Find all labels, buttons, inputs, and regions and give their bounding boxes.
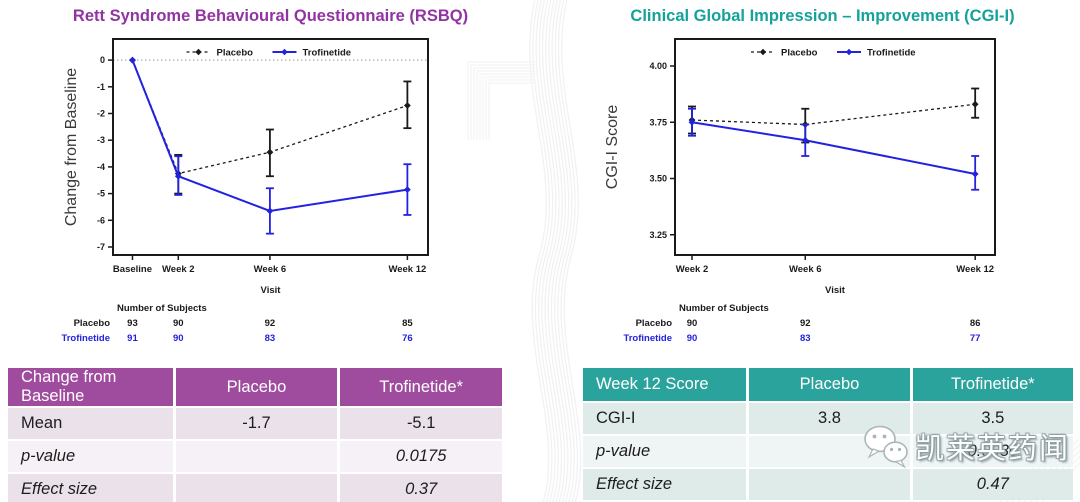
rsbq-summary-table: Change from Baseline Placebo Trofinetide… [8,366,502,502]
svg-text:Week 12: Week 12 [956,264,994,275]
svg-text:83: 83 [265,333,276,344]
svg-text:Placebo: Placebo [636,318,673,329]
table-header-row: Change from Baseline Placebo Trofinetide… [8,368,502,406]
cell-value [746,469,909,500]
svg-text:Change from Baseline: Change from Baseline [63,68,80,226]
svg-text:3.75: 3.75 [649,117,667,127]
svg-text:Week 12: Week 12 [388,264,426,275]
wechat-watermark: 凯莱英药闻 [863,422,1070,470]
svg-text:-2: -2 [97,108,105,118]
table-row: Mean -1.7 -5.1 [8,408,502,439]
svg-text:Placebo: Placebo [781,48,818,59]
rsbq-line-chart: 0 -1 -2 -3 -4 -5 -6 -7 Baseline Week 2 Week 6 Week … [61,38,429,344]
cell-value: 0.37 [337,474,502,502]
svg-text:Placebo: Placebo [74,318,111,329]
svg-text:-3: -3 [97,135,105,145]
wechat-icon [864,425,908,469]
cgi-summary-table: Week 12 Score Placebo Trofinetide* CGI-I… [583,366,1073,502]
cell-value: 0.0030 [909,436,1073,467]
row-label: p-value [596,442,651,460]
cgi-line-chart: 4.00 3.75 3.50 3.25 Week 2 Week 6 Week 12 CGI-I… [604,38,996,344]
svg-text:90: 90 [173,318,184,329]
svg-text:Visit: Visit [261,285,282,296]
row-label: CGI-I [596,409,636,427]
svg-text:Visit: Visit [825,285,846,296]
svg-text:Trofinetide: Trofinetide [303,48,352,59]
svg-text:Week 6: Week 6 [254,264,287,275]
svg-text:-4: -4 [97,162,105,172]
svg-text:0: 0 [100,55,105,65]
svg-text:85: 85 [402,318,413,329]
svg-text:Week 2: Week 2 [676,264,709,275]
header-metric: Week 12 Score [583,368,747,401]
table-row: Effect size 0.37 [8,474,502,502]
svg-text:92: 92 [265,318,276,329]
svg-text:93: 93 [127,318,138,329]
svg-text:Placebo: Placebo [217,48,254,59]
cell-value: 0.47 [909,469,1073,500]
cell-value: -1.7 [172,408,338,439]
svg-text:-6: -6 [97,215,105,225]
svg-text:Week 6: Week 6 [789,264,822,275]
svg-text:4.00: 4.00 [649,61,667,71]
cell-value [172,474,338,502]
svg-text:Trofinetide: Trofinetide [623,333,672,344]
svg-text:Number of Subjects: Number of Subjects [679,303,769,314]
row-label: Mean [21,414,63,432]
svg-text:-1: -1 [97,82,105,92]
table-header-row: Week 12 Score Placebo Trofinetide* [583,368,1073,401]
header-placebo: Placebo [172,368,338,406]
table-row: p-value 0.0030 [583,436,1073,467]
header-trofinetide: Trofinetide* [909,368,1073,401]
header-metric: Change from Baseline [8,368,173,406]
svg-text:Week 2: Week 2 [162,264,195,275]
svg-text:92: 92 [800,318,811,329]
cell-value: 3.5 [909,403,1073,434]
row-label: Effect size [21,480,98,498]
cgi-chart-title: Clinical Global Impression – Improvement… [630,7,1015,25]
header-trofinetide: Trofinetide* [337,368,502,406]
cgi-panel: Clinical Global Impression – Improvement… [565,0,1080,502]
rsbq-panel: Rett Syndrome Behavioural Questionnaire … [8,0,533,502]
cell-value: 3.8 [746,403,909,434]
svg-text:-5: -5 [97,189,105,199]
svg-text:77: 77 [970,333,981,344]
cell-value [172,441,338,472]
cell-value: -5.1 [337,408,502,439]
svg-text:76: 76 [402,333,413,344]
watermark-text: 凯莱英药闻 [915,433,1071,465]
cell-value: 0.0175 [337,441,502,472]
header-placebo: Placebo [746,368,910,401]
svg-text:86: 86 [970,318,981,329]
svg-text:Number of Subjects: Number of Subjects [117,303,207,314]
svg-text:90: 90 [687,318,698,329]
svg-text:3.25: 3.25 [649,230,667,240]
row-label: Effect size [596,475,673,493]
svg-text:Trofinetide: Trofinetide [867,48,916,59]
svg-text:3.50: 3.50 [649,174,667,184]
table-row: Effect size 0.47 [583,469,1073,500]
cell-value [746,436,909,467]
svg-text:90: 90 [173,333,184,344]
svg-text:91: 91 [127,333,138,344]
svg-text:CGI-I Score: CGI-I Score [604,105,621,190]
row-label: p-value [21,447,76,465]
svg-text:Trofinetide: Trofinetide [61,333,110,344]
table-row: p-value 0.0175 [8,441,502,472]
table-row: CGI-I 3.8 3.5 [583,403,1073,434]
svg-text:Baseline: Baseline [113,264,152,275]
rsbq-chart-title: Rett Syndrome Behavioural Questionnaire … [72,7,469,25]
svg-text:90: 90 [687,333,698,344]
svg-text:-7: -7 [97,242,105,252]
svg-text:83: 83 [800,333,811,344]
